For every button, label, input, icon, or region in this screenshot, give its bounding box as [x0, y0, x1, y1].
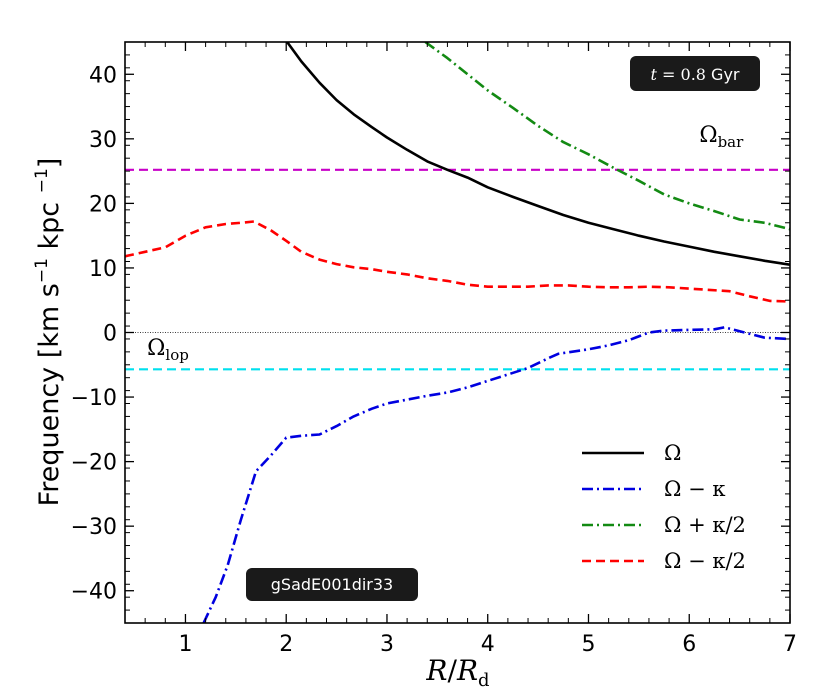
- y-tick-label: 10: [89, 257, 117, 282]
- series-omega-minus-kappa: [202, 325, 790, 623]
- svg-text:gSadE001dir33: gSadE001dir33: [271, 575, 393, 594]
- series-omega-plus-half-kappa: [424, 42, 790, 231]
- omega-bar-annotation: Ωbar: [699, 123, 744, 151]
- reference-lines: [125, 168, 790, 371]
- x-axis-title: R/Rd: [425, 654, 489, 691]
- plot-frame: [124, 41, 791, 624]
- series-omega: [285, 42, 790, 266]
- y-tick-label: 40: [89, 63, 117, 88]
- legend-label-omega-minus-kappa: Ω − κ: [664, 477, 725, 501]
- x-tick-label: 3: [380, 632, 394, 657]
- y-tick-label: 20: [89, 192, 117, 217]
- axis-ticks: 1 2 3 4 5 6 7 −40 −30 −20 −10 0 10 20 30 40: [71, 41, 797, 657]
- y-axis-title: Frequency [km s−1 kpc −1]: [32, 158, 65, 507]
- legend-label-omega-plus-half-kappa: Ω + κ/2: [664, 513, 746, 537]
- y-tick-label: −20: [71, 451, 117, 476]
- x-tick-label: 7: [783, 632, 797, 657]
- x-tick-label: 1: [178, 632, 192, 657]
- x-tick-label: 6: [682, 632, 696, 657]
- series-lines: [125, 42, 790, 623]
- x-tick-label: 2: [279, 632, 293, 657]
- x-tick-label: 4: [481, 632, 495, 657]
- svg-text:t = 0.8 Gyr: t = 0.8 Gyr: [651, 65, 740, 84]
- legend-label-omega-minus-half-kappa: Ω − κ/2: [664, 549, 746, 573]
- x-tick-label: 5: [581, 632, 595, 657]
- y-tick-label: 0: [103, 322, 117, 347]
- series-omega-minus-half-kappa: [125, 220, 790, 303]
- y-tick-label: −10: [71, 386, 117, 411]
- simulation-badge: gSadE001dir33: [246, 568, 418, 601]
- y-tick-label: −40: [71, 580, 117, 605]
- legend: Ω Ω − κ Ω + κ/2 Ω − κ/2: [582, 441, 746, 573]
- time-badge: t = 0.8 Gyr: [630, 56, 760, 91]
- legend-label-omega: Ω: [664, 441, 681, 465]
- y-tick-label: −30: [71, 515, 117, 540]
- omega-lop-annotation: Ωlop: [147, 336, 189, 364]
- y-tick-label: 30: [89, 128, 117, 153]
